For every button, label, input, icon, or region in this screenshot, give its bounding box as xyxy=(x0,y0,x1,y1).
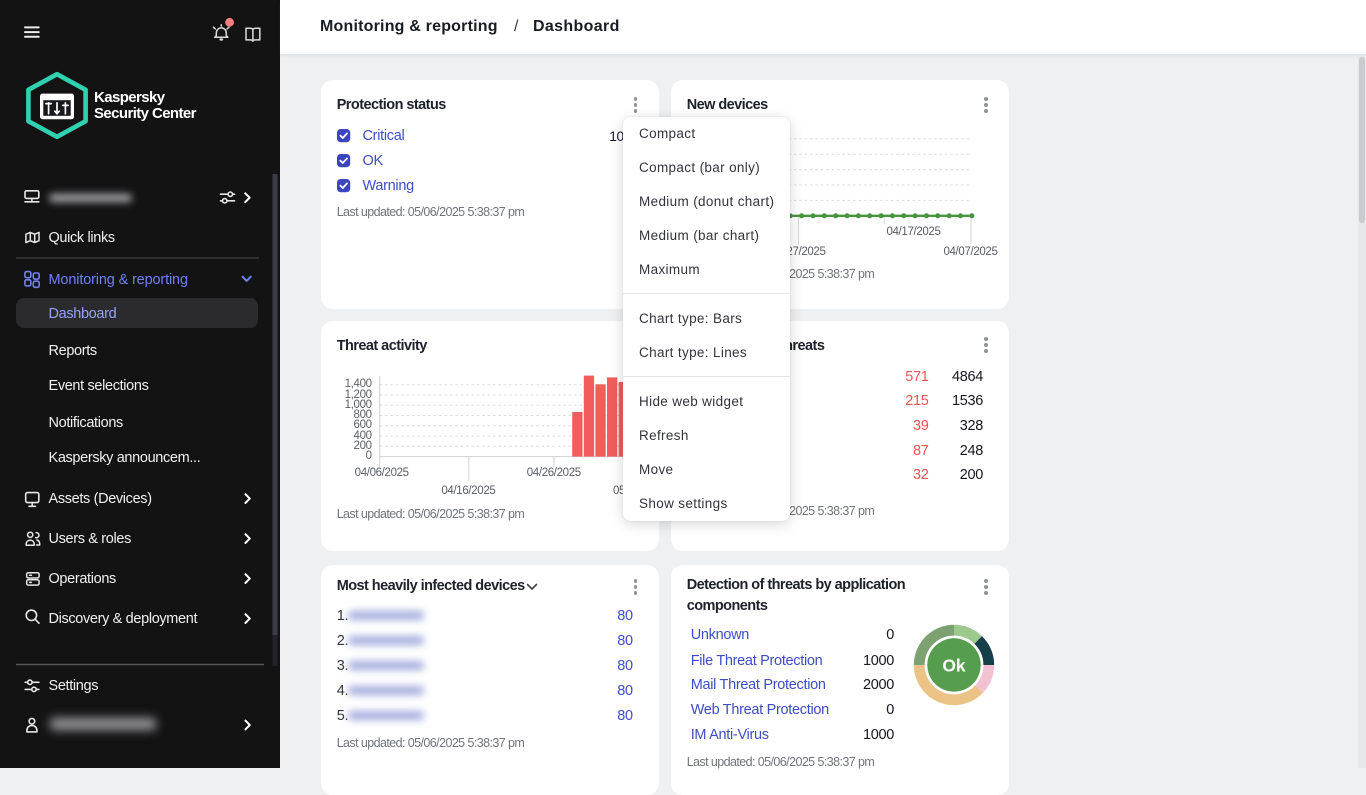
svg-text:Ok: Ok xyxy=(942,656,966,676)
